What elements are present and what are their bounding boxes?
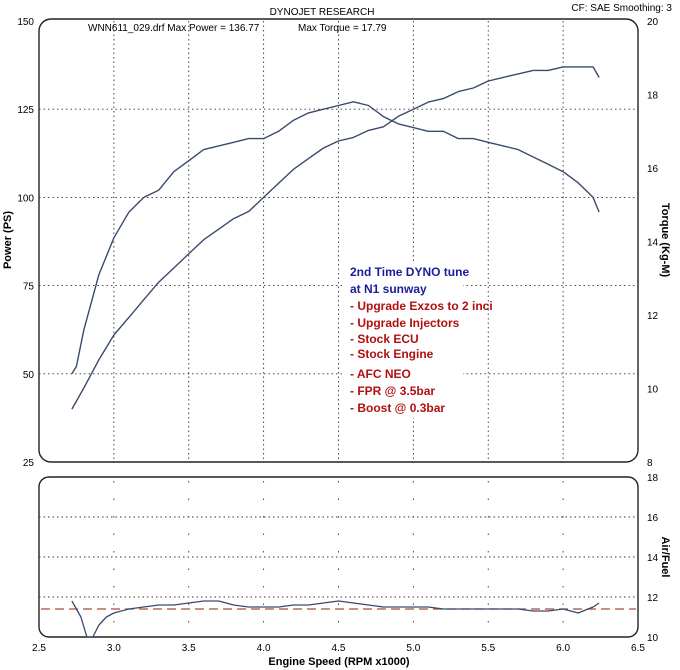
annotation-line-9: - Boost @ 0.3bar (350, 401, 445, 415)
rpm-tick-label: 2.5 (32, 643, 46, 654)
rpm-tick-label: 5.0 (406, 643, 420, 654)
annotation-line-6: - Stock Engine (350, 347, 434, 361)
rpm-tick-label: 4.5 (332, 643, 346, 654)
rpm-tick-label: 5.5 (481, 643, 495, 654)
power-tick-label: 100 (17, 193, 34, 204)
air-fuel-tick-label: 14 (647, 553, 659, 564)
torque-tick-label: 18 (647, 91, 659, 102)
air-fuel-curve (71, 600, 600, 638)
power-torque-panel (38, 18, 639, 463)
bottom-grid (39, 481, 638, 637)
torque-axis-label: Torque (Kg-M) (659, 203, 671, 278)
torque-tick-label: 16 (647, 164, 659, 175)
max-power-info: WNN611_029.drf Max Power = 136.77 (88, 23, 260, 34)
air-fuel-axis-label: Air/Fuel (659, 537, 671, 578)
cf-smoothing-info: CF: SAE Smoothing: 3 (571, 3, 672, 14)
air-fuel-tick-label: 12 (647, 593, 659, 604)
power-tick-label: 75 (23, 282, 35, 293)
air-fuel-tick-label: 18 (647, 473, 659, 484)
top-series (71, 66, 600, 410)
air-fuel-tick-label: 16 (647, 513, 659, 524)
annotation-line-4: - Upgrade Injectors (350, 316, 460, 330)
torque-tick-label: 14 (647, 238, 659, 249)
power-tick-label: 50 (23, 370, 35, 381)
torque-tick-label: 12 (647, 311, 659, 322)
air-fuel-tick-label: 10 (647, 633, 659, 644)
x-axis-label: Engine Speed (RPM x1000) (268, 656, 410, 668)
rpm-tick-label: 6.0 (556, 643, 570, 654)
power-tick-label: 150 (17, 17, 34, 28)
rpm-tick-label: 6.5 (631, 643, 645, 654)
power-curve (71, 66, 600, 410)
rpm-tick-label: 3.0 (107, 643, 121, 654)
annotation-box: 2nd Time DYNO tune at N1 sunway - Upgrad… (345, 262, 493, 418)
annotation-line-7: - AFC NEO (350, 367, 411, 381)
annotation-line-8: - FPR @ 3.5bar (350, 384, 435, 398)
torque-tick-label: 20 (647, 17, 659, 28)
rpm-tick-label: 4.0 (257, 643, 271, 654)
power-tick-label: 125 (17, 105, 34, 116)
top-grid (39, 21, 638, 462)
annotation-background (345, 262, 463, 418)
annotation-line-3: - Upgrade Exzos to 2 inci (350, 299, 493, 313)
rpm-tick-label: 3.5 (182, 643, 196, 654)
bottom-series (41, 600, 636, 638)
annotation-line-5: - Stock ECU (350, 332, 419, 346)
annotation-line-1: 2nd Time DYNO tune (350, 265, 469, 279)
power-tick-label: 25 (23, 458, 35, 469)
torque-tick-label: 8 (647, 458, 653, 469)
axis-ticks: 25 50 75 100 125 150 8 10 12 14 16 18 20 10 12 14 16 18 2.… (17, 17, 658, 654)
power-axis-label: Power (PS) (2, 211, 14, 269)
torque-curve (71, 101, 600, 375)
annotation-line-2: at N1 sunway (350, 282, 427, 296)
torque-tick-label: 10 (647, 385, 659, 396)
chart-title: DYNOJET RESEARCH (270, 7, 375, 18)
max-torque-info: Max Torque = 17.79 (298, 23, 387, 34)
